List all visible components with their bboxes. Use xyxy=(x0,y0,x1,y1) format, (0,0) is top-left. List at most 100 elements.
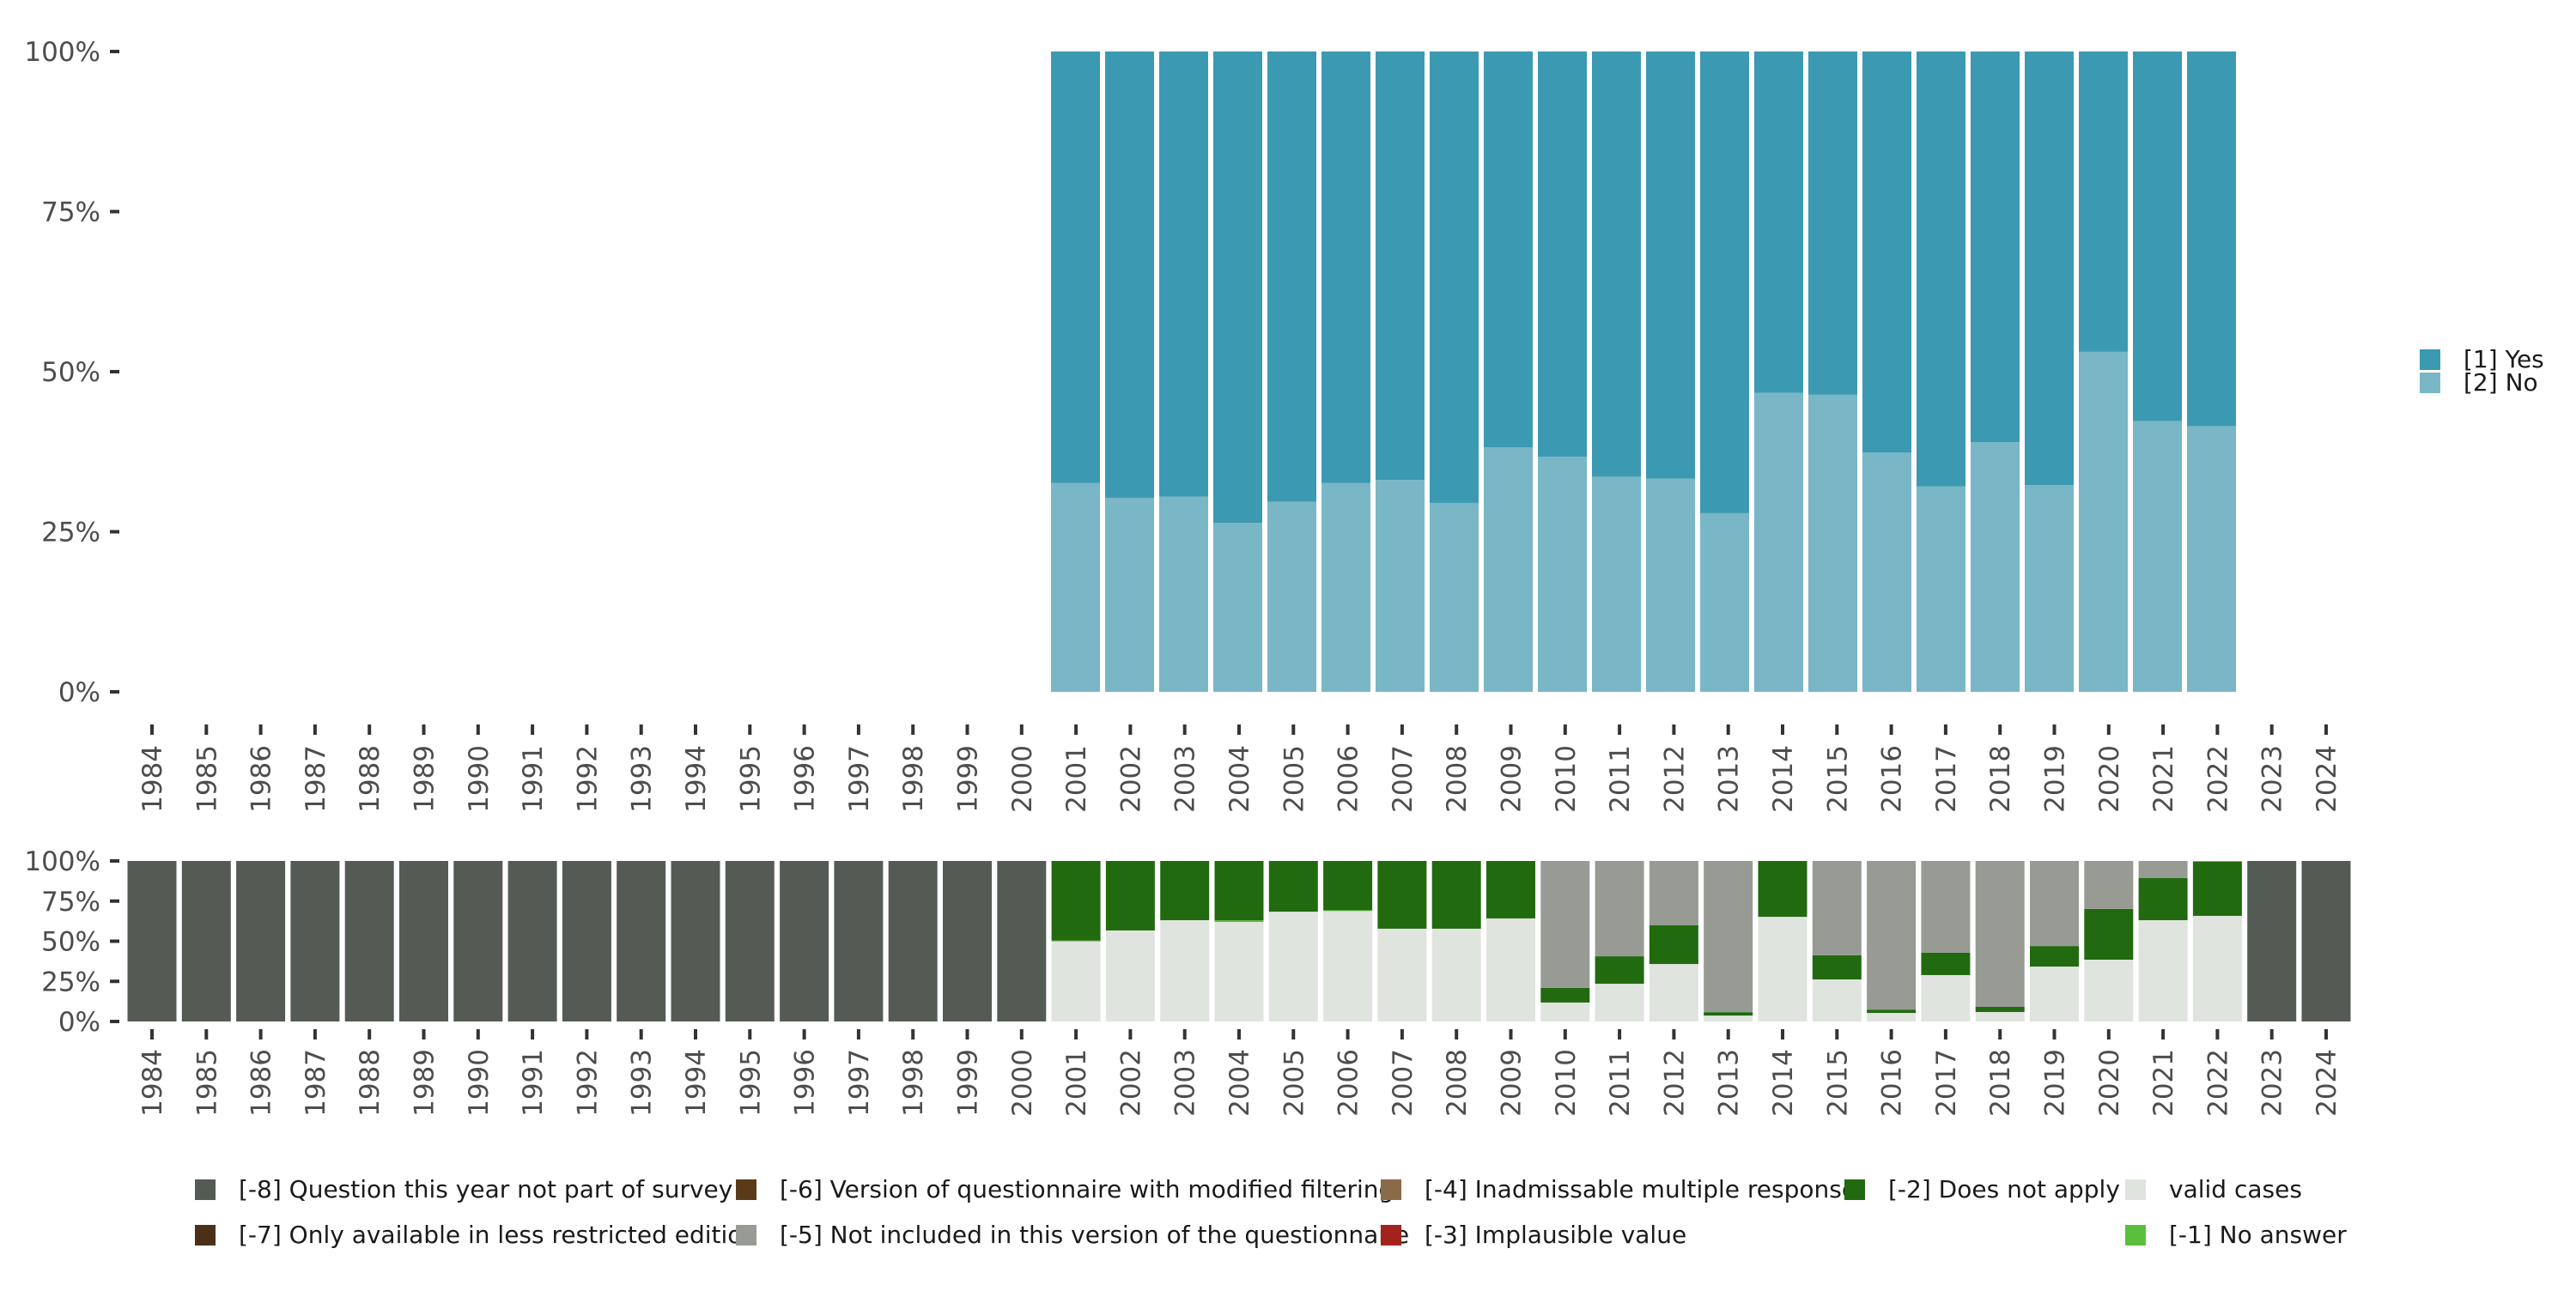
x-tick-label: 2016 xyxy=(1877,1049,1908,1117)
x-tick-label: 2022 xyxy=(2202,1049,2233,1117)
bar-no-2008 xyxy=(1430,502,1479,692)
bar-no-2021 xyxy=(2133,421,2182,692)
answers-y-axis: 0% 25% 50% 75% 100% xyxy=(24,37,119,708)
bar-segment-2001 xyxy=(1051,941,1101,1021)
x-tick-label: 1989 xyxy=(410,1049,440,1117)
bar-yes-2017 xyxy=(1917,52,1965,487)
bar-segment-1991 xyxy=(507,861,557,1021)
x-tick-label: 2018 xyxy=(1985,1049,2016,1117)
y-tick-label: 75% xyxy=(41,197,100,228)
bar-yes-2002 xyxy=(1105,52,1154,498)
bar-stack-1997 xyxy=(834,861,884,1021)
x-tick-label: 2008 xyxy=(1442,745,1473,813)
bar-stack-2020 xyxy=(2079,52,2128,692)
bar-yes-2006 xyxy=(1321,52,1370,483)
x-tick-label: 2000 xyxy=(1007,1049,1038,1117)
bar-stack-2015 xyxy=(1812,861,1862,1021)
legend-key-yes xyxy=(2420,349,2440,370)
bar-no-2016 xyxy=(1862,452,1911,692)
bar-segment-2020 xyxy=(2084,960,2134,1021)
bar-segment-2005 xyxy=(1268,912,1318,1021)
y-tick-label: 25% xyxy=(41,518,100,549)
y-tick-label: 0% xyxy=(58,677,100,708)
bar-yes-2008 xyxy=(1430,52,1479,503)
bar-segment-2019 xyxy=(2030,967,2079,1021)
bar-yes-2005 xyxy=(1267,52,1316,502)
x-tick-label: 2003 xyxy=(1170,745,1201,813)
bar-segment-1996 xyxy=(780,861,829,1021)
bar-segment-2002 xyxy=(1105,930,1155,1021)
x-tick-label: 1993 xyxy=(627,1049,658,1117)
bar-segment-2012 xyxy=(1649,924,1698,965)
bar-no-2013 xyxy=(1700,512,1749,692)
bar-segment-1998 xyxy=(888,861,938,1021)
legend-label: [-1] No answer xyxy=(2169,1221,2347,1249)
bar-yes-2020 xyxy=(2079,52,2128,352)
bar-stack-2014 xyxy=(1754,52,1803,692)
bar-no-2017 xyxy=(1917,486,1965,692)
bar-segment-2013 xyxy=(1704,1015,1753,1021)
x-tick-label: 2022 xyxy=(2202,745,2233,813)
x-tick-label: 1984 xyxy=(137,745,168,813)
bar-stack-1995 xyxy=(725,861,775,1021)
x-tick-label: 2010 xyxy=(1551,745,1582,813)
bar-segment-2002 xyxy=(1105,861,1155,930)
missing-codes-panel: 0% 25% 50% 75% 100% 1984 1985 1986 1987 1988 1989… xyxy=(24,846,2351,1117)
bar-stack-1992 xyxy=(562,861,611,1021)
bar-stack-1986 xyxy=(236,861,286,1021)
bar-stack-2007 xyxy=(1377,861,1427,1021)
bar-segment-2020 xyxy=(2084,861,2134,909)
legend-label: [-7] Only available in less restricted e… xyxy=(239,1221,757,1249)
bar-stack-2012 xyxy=(1649,861,1698,1021)
bar-yes-2010 xyxy=(1538,52,1587,458)
bar-no-2022 xyxy=(2187,426,2236,692)
bar-yes-2016 xyxy=(1862,52,1911,452)
bar-yes-2022 xyxy=(2187,52,2236,427)
bar-segment-2015 xyxy=(1812,861,1862,955)
bar-stack-2008 xyxy=(1431,861,1481,1021)
x-tick-label: 2015 xyxy=(1822,745,1853,813)
x-tick-label: 2005 xyxy=(1279,1049,1309,1117)
bar-stack-2016 xyxy=(1867,861,1917,1021)
x-tick-label: 2006 xyxy=(1334,745,1364,813)
bar-yes-2013 xyxy=(1700,52,1749,513)
bar-segment-2010 xyxy=(1540,987,1590,1003)
bar-yes-2004 xyxy=(1213,52,1262,524)
x-tick-label: 2019 xyxy=(2040,1049,2071,1117)
bar-segment-2022 xyxy=(2192,861,2242,862)
x-tick-label: 2001 xyxy=(1061,1049,1092,1117)
x-tick-label: 1988 xyxy=(355,745,386,813)
x-tick-label: 2013 xyxy=(1714,745,1745,813)
bar-stack-2015 xyxy=(1808,52,1857,692)
x-tick-label: 1996 xyxy=(790,745,821,813)
y-tick-label: 100% xyxy=(24,37,100,68)
bar-stack-2005 xyxy=(1267,52,1316,692)
bar-segment-2017 xyxy=(1921,861,1971,953)
missing-codes-y-axis: 0% 25% 50% 75% 100% xyxy=(24,846,119,1038)
bar-yes-2012 xyxy=(1646,52,1695,479)
bar-stack-2022 xyxy=(2187,52,2236,692)
bar-segment-2010 xyxy=(1540,861,1590,988)
x-tick-label: 1990 xyxy=(464,1049,495,1117)
x-tick-label: 2002 xyxy=(1115,1049,1146,1117)
bar-segment-2013 xyxy=(1704,1012,1753,1016)
bar-stack-2019 xyxy=(2030,861,2079,1021)
x-tick-label: 1987 xyxy=(301,745,331,813)
x-tick-label: 2018 xyxy=(1985,745,2016,813)
legend-key xyxy=(195,1179,216,1200)
bar-segment-2019 xyxy=(2030,861,2079,947)
bar-stack-2004 xyxy=(1213,52,1262,692)
y-tick-label: 75% xyxy=(41,887,100,918)
legend-key xyxy=(2125,1225,2146,1246)
legend-key xyxy=(1844,1179,1865,1200)
x-tick-label: 1987 xyxy=(301,1049,331,1117)
bar-segment-2007 xyxy=(1377,861,1427,929)
y-tick-label: 50% xyxy=(41,357,100,388)
bar-segment-2012 xyxy=(1649,964,1698,1021)
bar-segment-2020 xyxy=(2084,908,2134,961)
x-tick-label: 2005 xyxy=(1279,745,1309,813)
bar-segment-2001 xyxy=(1051,940,1101,942)
bar-segment-2013 xyxy=(1704,861,1753,1013)
